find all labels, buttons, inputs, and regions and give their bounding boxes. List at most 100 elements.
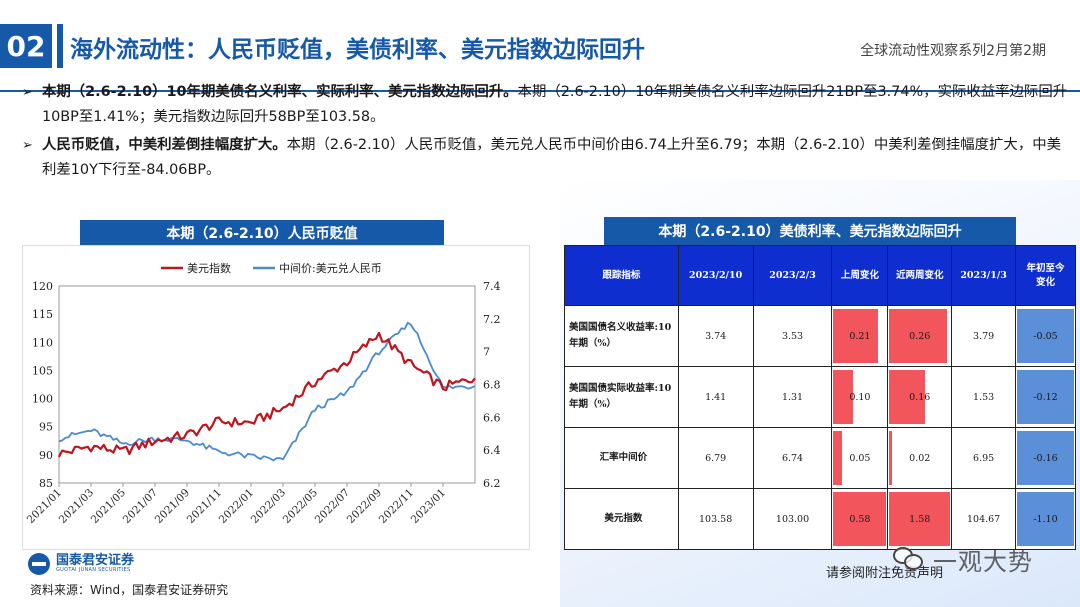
table-cell: 1.53 <box>951 366 1017 428</box>
y-left-tick-label: 95 <box>39 421 53 434</box>
y-right-tick-label: 7 <box>483 346 490 359</box>
chart-title: 本期（2.6-2.10）人民币贬值 <box>80 220 444 246</box>
cell-value: 103.58 <box>699 513 733 525</box>
y-left-tick-label: 110 <box>32 336 53 349</box>
y-left-tick-label: 115 <box>32 308 53 321</box>
cell-data-bar <box>1017 431 1074 485</box>
company-logo: 国泰君安证券 GUOTAI JUNAN SECURITIES <box>28 553 134 575</box>
cell-value: 0.10 <box>849 391 871 403</box>
y-right-tick-label: 6.8 <box>483 379 501 392</box>
cell-value: 汇率中间价 <box>599 452 648 463</box>
table-cell: 汇率中间价 <box>564 427 679 489</box>
cell-value: 6.79 <box>705 452 727 464</box>
cell-data-bar <box>889 492 951 546</box>
bullet-lead: 本期（2.6-2.10）10年期美债名义利率、实际利率、美元指数边际回升。 <box>42 84 518 100</box>
y-left-tick-label: 90 <box>39 449 53 462</box>
cell-value: -0.12 <box>1033 391 1058 403</box>
table-cell: 0.05 <box>831 427 889 489</box>
bullet-item: ➢ 人民币贬值，中美利差倒挂幅度扩大。本期（2.6-2.10）人民币贬值，美元兑… <box>22 133 1072 183</box>
series-line-usd-index <box>58 331 476 458</box>
watermark-text: 一观大势 <box>933 547 1033 576</box>
legend-label: 中间价:美元兑人民币 <box>279 261 382 275</box>
table-cell: 0.58 <box>831 488 889 550</box>
cell-value: -0.16 <box>1033 452 1058 464</box>
table-cell: -0.16 <box>1015 427 1076 489</box>
cell-value: 3.53 <box>781 330 804 342</box>
table-row: 美国国债名义收益率:10年期（%） 3.74 3.53 0.21 0.26 3.79 -0.… <box>564 305 1076 367</box>
table-row: 美元指数 103.58 103.00 0.58 1.58 104.67 -1.10 <box>564 488 1076 550</box>
column-header: 跟踪指标 <box>564 245 679 306</box>
legend-label: 美元指数 <box>187 261 231 275</box>
tracking-table: 跟踪指标 2023/2/10 2023/2/3 上周变化 近两周变化 2023/… <box>564 245 1076 550</box>
bullet-text: 本期（2.6-2.10）10年期美债名义利率边际回升21BP至3.74%，实际收… <box>42 84 1068 125</box>
cell-value: 0.58 <box>849 513 871 525</box>
table-row: 汇率中间价 6.79 6.74 0.05 0.02 6.95 -0.16 <box>564 427 1076 489</box>
cell-data-bar <box>1017 370 1074 424</box>
cell-value: 103.00 <box>775 513 810 525</box>
cell-data-bar <box>1017 492 1074 546</box>
table-cell: 104.67 <box>951 488 1017 550</box>
data-source-note: 资料来源：Wind，国泰君安证券研究 <box>30 583 229 597</box>
table-cell: 1.31 <box>752 366 833 428</box>
cell-value: 3.74 <box>705 330 727 342</box>
table-cell: 美国国债实际收益率:10年期（%） <box>564 366 679 428</box>
y-right-tick-label: 7.4 <box>483 280 501 293</box>
table-row: 美国国债实际收益率:10年期（%） 1.41 1.31 0.10 0.16 1.53 -0.… <box>564 366 1076 428</box>
arrow-bullet-icon: ➢ <box>22 85 33 100</box>
cell-value: 1.31 <box>781 391 804 403</box>
table-cell: -1.10 <box>1015 488 1076 550</box>
logo-text-en: GUOTAI JUNAN SECURITIES <box>56 567 131 573</box>
bullet-text: 本期（2.6-2.10）人民币贬值，美元兑人民币中间价由6.74上升至6.79；… <box>42 137 1061 178</box>
column-header: 2023/1/3 <box>951 245 1017 306</box>
section-bar <box>57 24 63 68</box>
plot-frame <box>58 285 476 484</box>
y-left-tick-label: 100 <box>32 393 53 406</box>
column-header: 近两周变化 <box>887 245 953 306</box>
y-right-tick-label: 6.6 <box>483 411 501 424</box>
header-divider <box>0 90 1080 92</box>
bullet-list: ➢ 本期（2.6-2.10）10年期美债名义利率、实际利率、美元指数边际回升。本… <box>22 80 1072 186</box>
column-header: 上周变化 <box>831 245 889 306</box>
cell-value: 6.95 <box>973 452 995 464</box>
cell-data-bar <box>889 309 947 363</box>
page-title: 海外流动性：人民币贬值，美债利率、美元指数边际回升 <box>70 37 645 63</box>
table-cell: 1.41 <box>677 366 754 428</box>
table-cell: 美国国债名义收益率:10年期（%） <box>564 305 679 367</box>
cell-value: 6.74 <box>781 452 804 464</box>
y-right-tick-label: 6.4 <box>483 444 501 457</box>
series-line-usdcny <box>58 321 476 462</box>
cell-data-bar <box>833 492 887 546</box>
table-header-row: 跟踪指标 2023/2/10 2023/2/3 上周变化 近两周变化 2023/… <box>564 245 1076 306</box>
wechat-icon <box>893 545 925 573</box>
y-left-tick-label: 120 <box>32 280 53 293</box>
table-cell: 0.21 <box>831 305 889 367</box>
y-left-tick-label: 105 <box>32 364 53 377</box>
cell-value: 美国国债实际收益率:10年期（%） <box>569 383 672 410</box>
table-cell: 0.02 <box>887 427 953 489</box>
table-cell: 6.74 <box>752 427 833 489</box>
bullet-item: ➢ 本期（2.6-2.10）10年期美债名义利率、实际利率、美元指数边际回升。本… <box>22 80 1072 130</box>
table-cell: 3.79 <box>951 305 1017 367</box>
cell-value: 104.67 <box>966 513 1001 525</box>
arrow-bullet-icon: ➢ <box>22 138 33 153</box>
table-cell: 1.58 <box>887 488 953 550</box>
cell-data-bar <box>889 370 926 424</box>
cell-value: 0.21 <box>849 330 871 342</box>
table-cell: 0.26 <box>887 305 953 367</box>
cell-value: 美元指数 <box>604 513 643 524</box>
table-cell: 103.00 <box>752 488 833 550</box>
report-series: 全球流动性观察系列2月第2期 <box>860 43 1046 59</box>
table-cell: -0.05 <box>1015 305 1076 367</box>
cell-value: 1.53 <box>973 391 995 403</box>
fx-chart-canvas: 85 90 95 100 105 110 115 120 6.2 6.4 6.6 6.8 7 7.2 7.4… <box>25 261 501 526</box>
table-cell: 3.74 <box>677 305 754 367</box>
section-number: 02 <box>0 24 52 68</box>
cell-value: -0.05 <box>1033 330 1058 342</box>
y-left-tick-label: 85 <box>39 477 53 490</box>
cell-value: 3.79 <box>973 330 995 342</box>
cell-data-bar <box>833 309 879 363</box>
table-title: 本期（2.6-2.10）美债利率、美元指数边际回升 <box>604 217 1016 245</box>
logo-text-zh: 国泰君安证券 <box>56 553 135 568</box>
x-tick-label: 2023/01 <box>409 487 448 526</box>
wechat-watermark: 一观大势 <box>893 542 1033 576</box>
